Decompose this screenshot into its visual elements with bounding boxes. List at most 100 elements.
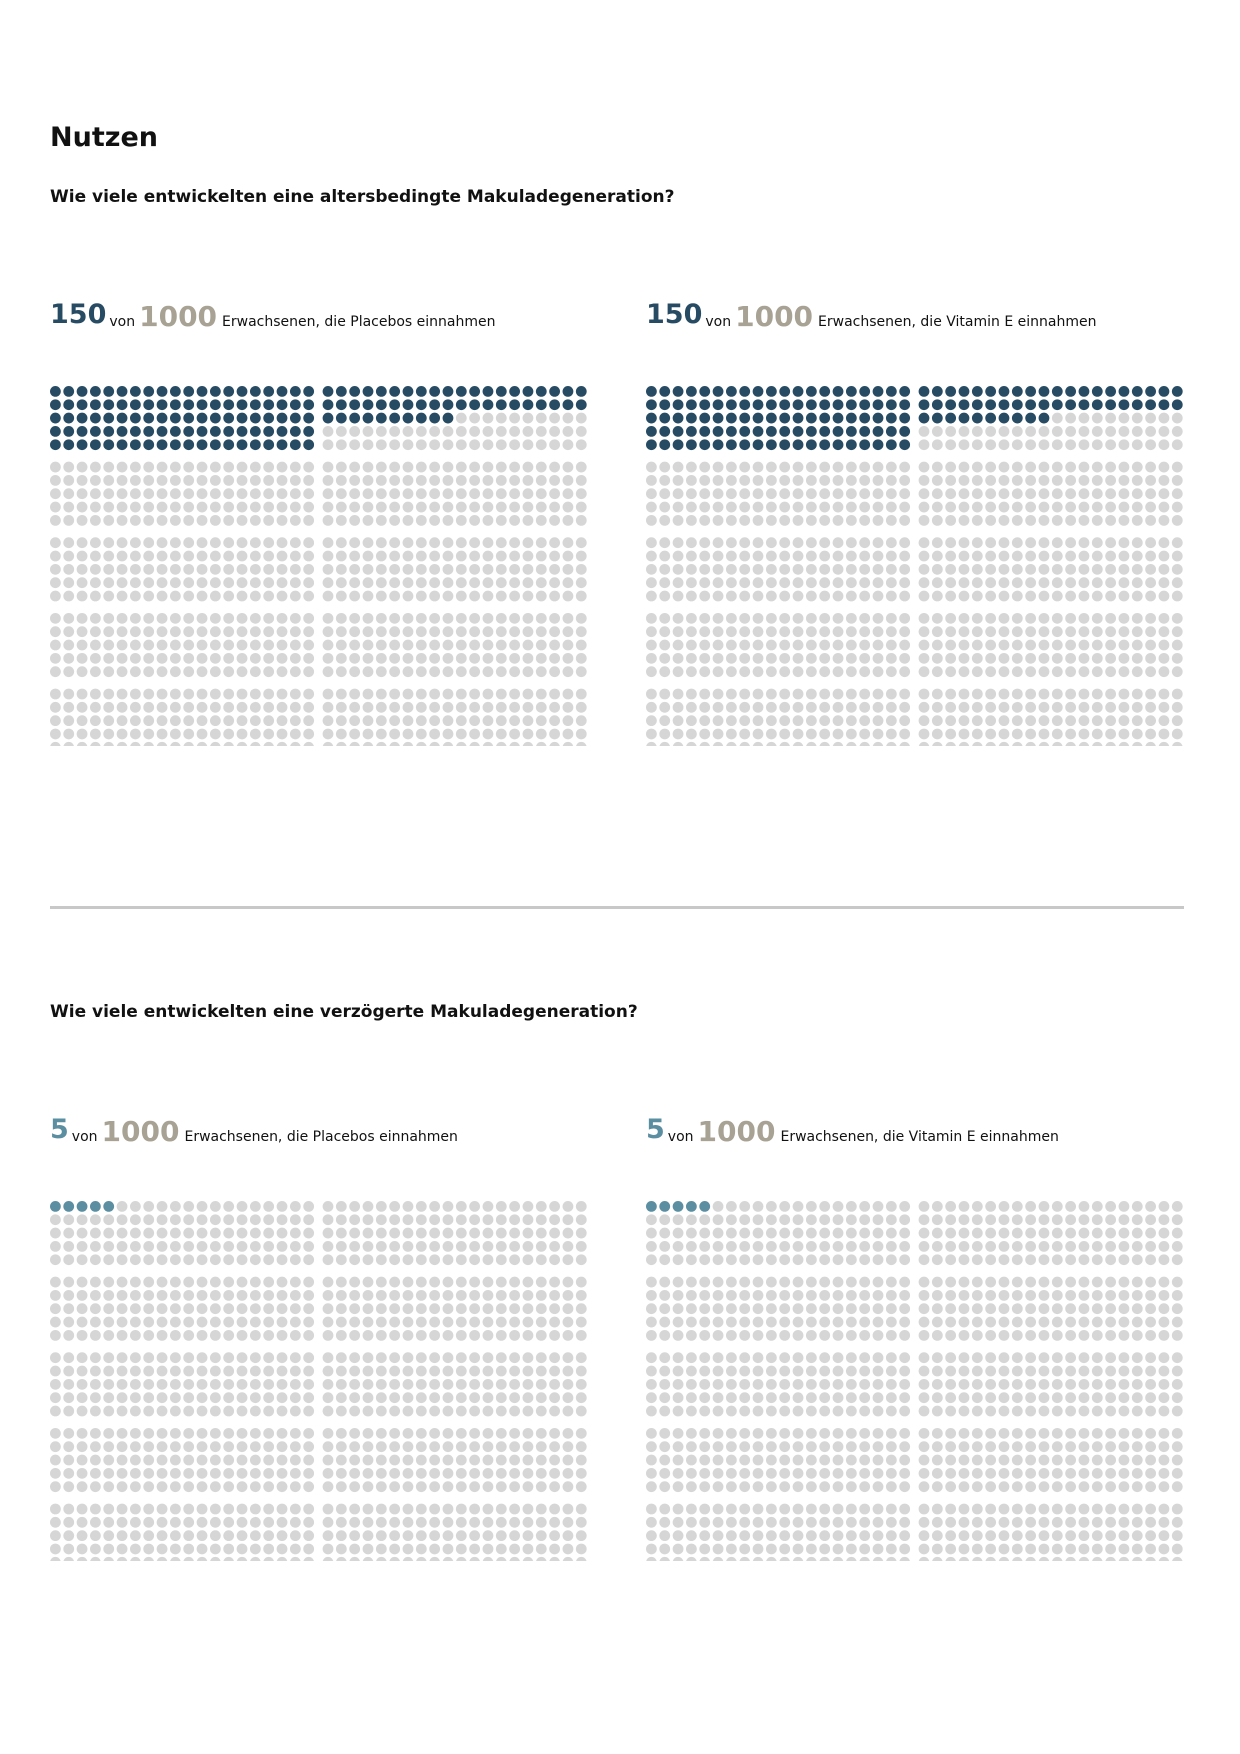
dot-inactive — [699, 741, 710, 746]
dot-inactive — [931, 1289, 943, 1301]
dot-inactive — [1171, 412, 1183, 424]
dot-inactive — [549, 577, 561, 589]
dot-inactive — [899, 577, 911, 589]
dot-inactive — [1171, 1378, 1183, 1390]
dot-inactive — [169, 550, 181, 562]
dot-inactive — [263, 1365, 275, 1377]
dot-inactive — [699, 666, 711, 678]
dot-inactive — [1065, 741, 1076, 746]
dot-inactive — [129, 688, 141, 700]
dot-inactive — [819, 1378, 831, 1390]
dot-inactive — [899, 1240, 911, 1252]
dot-inactive — [845, 1227, 857, 1239]
dot-inactive — [455, 537, 467, 549]
dot-inactive — [1158, 1214, 1170, 1226]
dot-inactive — [699, 1441, 711, 1453]
dot-inactive — [1065, 1392, 1077, 1404]
dot-inactive — [482, 1329, 494, 1341]
dot-inactive — [562, 1503, 574, 1515]
dot-inactive — [522, 612, 534, 624]
dot-inactive — [482, 1365, 494, 1377]
dot-inactive — [1105, 1276, 1117, 1288]
dot-inactive — [402, 563, 414, 575]
dot-inactive — [169, 501, 181, 513]
dot-inactive — [918, 550, 930, 562]
dot-inactive — [469, 652, 481, 664]
dot-inactive — [429, 590, 441, 602]
dot-inactive — [402, 439, 414, 451]
dot-inactive — [549, 439, 561, 451]
dot-inactive — [685, 1227, 697, 1239]
dot-inactive — [1078, 1405, 1090, 1417]
dot-inactive — [249, 1441, 261, 1453]
dot-inactive — [1131, 1240, 1143, 1252]
dot-inactive — [779, 1276, 791, 1288]
dot-inactive — [931, 1543, 943, 1555]
dot-highlighted — [442, 386, 454, 397]
dot-inactive — [522, 412, 534, 424]
dot-inactive — [156, 1276, 168, 1288]
dot-inactive — [725, 563, 737, 575]
dot-inactive — [845, 461, 857, 473]
dot-inactive — [455, 639, 467, 651]
dot-inactive — [1105, 590, 1117, 602]
dot-inactive — [845, 1352, 857, 1364]
dot-inactive — [1171, 639, 1183, 651]
dot-inactive — [522, 1329, 534, 1341]
dot-highlighted — [985, 386, 997, 397]
dot-inactive — [779, 514, 791, 526]
dot-inactive — [646, 1289, 657, 1301]
dot-inactive — [659, 741, 670, 746]
dot-inactive — [1131, 612, 1143, 624]
dot-inactive — [509, 1276, 521, 1288]
dot-inactive — [832, 1543, 844, 1555]
dot-inactive — [1105, 1316, 1117, 1328]
dot-inactive — [209, 474, 221, 486]
dot-inactive — [792, 461, 804, 473]
dot-inactive — [885, 514, 897, 526]
dot-inactive — [416, 1556, 427, 1561]
dot-inactive — [779, 1289, 791, 1301]
dot-inactive — [805, 590, 817, 602]
dot-inactive — [236, 577, 248, 589]
dot-inactive — [659, 590, 671, 602]
dot-highlighted — [1171, 386, 1183, 397]
dot-inactive — [998, 501, 1010, 513]
dot-inactive — [1145, 652, 1157, 664]
dot-inactive — [183, 1378, 195, 1390]
dot-highlighted — [349, 399, 361, 411]
dot-inactive — [725, 1516, 737, 1528]
dot-inactive — [1065, 728, 1077, 740]
dot-inactive — [918, 1352, 930, 1364]
dot-inactive — [249, 1289, 261, 1301]
dot-inactive — [575, 537, 587, 549]
dot-inactive — [712, 1329, 724, 1341]
dot-inactive — [522, 715, 534, 727]
dot-highlighted — [845, 425, 857, 437]
dot-inactive — [672, 1214, 684, 1226]
dot-inactive — [303, 577, 315, 589]
dot-inactive — [725, 1427, 737, 1439]
dot-inactive — [236, 1556, 248, 1561]
dot-inactive — [765, 612, 777, 624]
dot-inactive — [1025, 439, 1037, 451]
dot-inactive — [183, 1276, 195, 1288]
dot-inactive — [156, 1316, 168, 1328]
dot-inactive — [482, 1454, 494, 1466]
dot-inactive — [958, 1289, 970, 1301]
dot-inactive — [223, 563, 235, 575]
dot-inactive — [1145, 1543, 1157, 1555]
dot-inactive — [685, 652, 697, 664]
dot-inactive — [103, 550, 115, 562]
dot-inactive — [223, 1316, 235, 1328]
dot-inactive — [958, 1276, 970, 1288]
dot-inactive — [90, 1556, 101, 1561]
dot-inactive — [872, 501, 884, 513]
dot-inactive — [535, 1516, 547, 1528]
dot-inactive — [535, 1201, 547, 1212]
dot-inactive — [129, 1392, 141, 1404]
dot-inactive — [712, 488, 724, 500]
dot-inactive — [143, 1427, 155, 1439]
dot-inactive — [765, 1405, 777, 1417]
dot-inactive — [429, 1530, 441, 1542]
